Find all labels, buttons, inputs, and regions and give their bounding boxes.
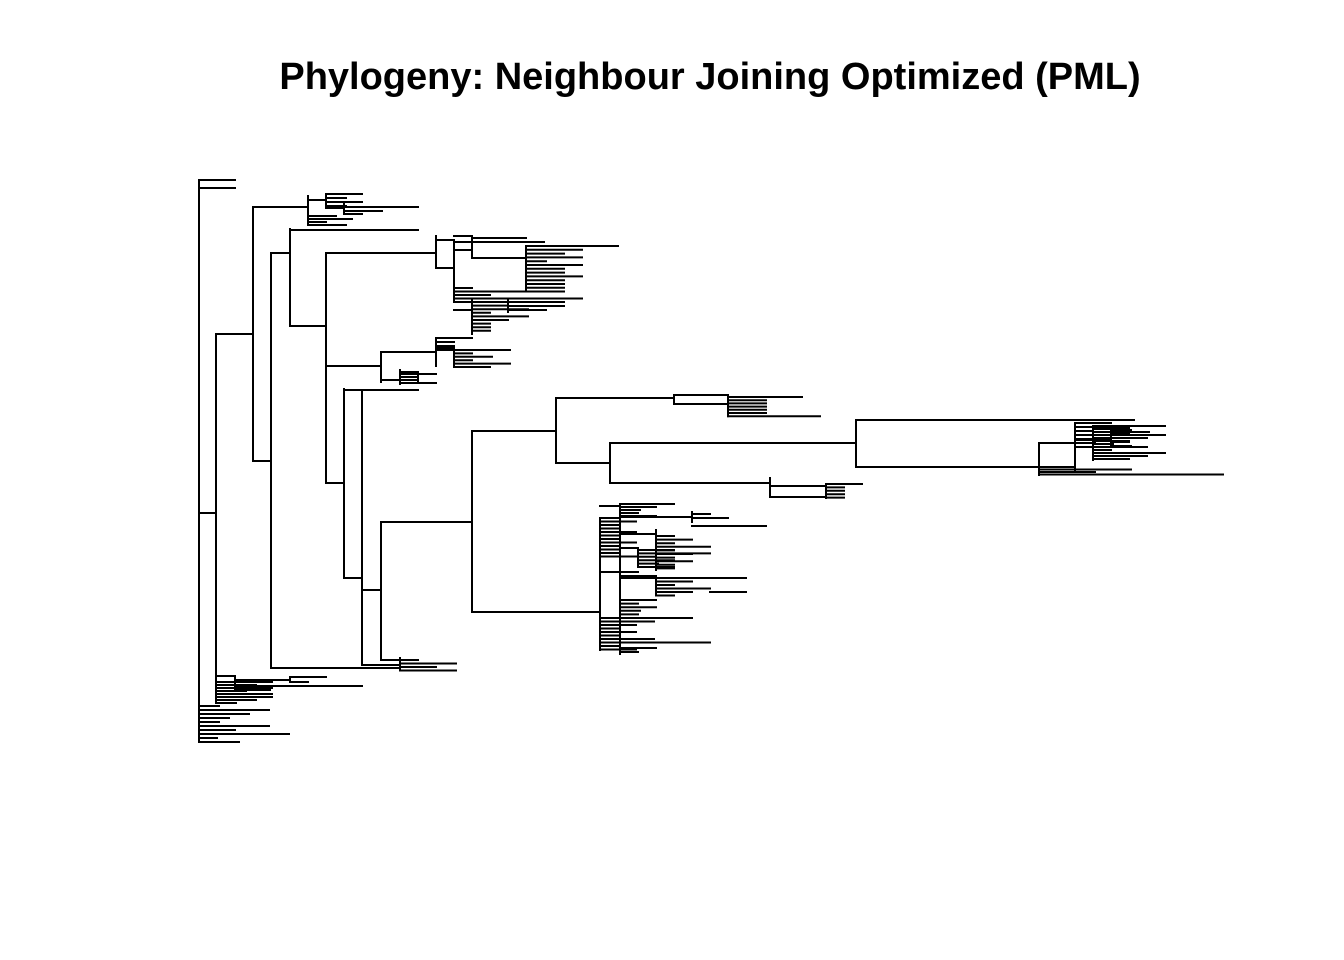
plot-title: Phylogeny: Neighbour Joining Optimized (… [279,56,1141,98]
